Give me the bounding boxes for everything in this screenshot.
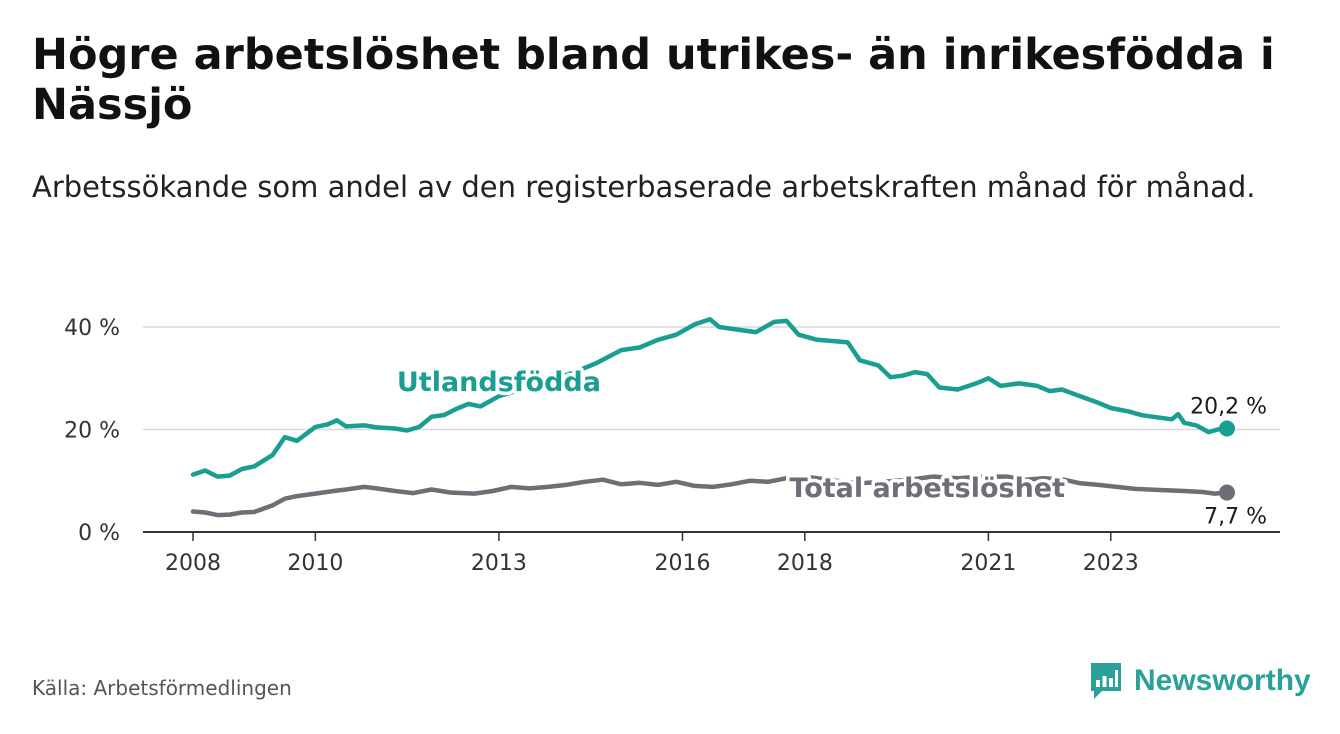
source-note: Källa: Arbetsförmedlingen <box>32 676 292 700</box>
y-tick-label: 20 % <box>64 419 120 444</box>
y-tick-label: 0 % <box>78 521 120 546</box>
x-tick-label: 2018 <box>777 551 833 576</box>
series-end-value-label: 7,7 % <box>1204 505 1267 530</box>
chart-subtitle: Arbetssökande som andel av den registerb… <box>32 170 1256 204</box>
newsworthy-logo[interactable]: Newsworthy <box>1088 660 1311 702</box>
bar-chart-logo-icon <box>1091 663 1121 699</box>
x-tick-label: 2008 <box>165 551 221 576</box>
series-end-dot <box>1219 484 1235 501</box>
x-tick-label: 2021 <box>960 551 1016 576</box>
brand-name: Newsworthy <box>1134 664 1311 697</box>
series-line <box>190 317 1230 479</box>
x-tick-label: 2023 <box>1083 551 1139 576</box>
series-line <box>190 474 1230 518</box>
x-tick-label: 2016 <box>654 551 710 576</box>
series-name-label: Utlandsfödda <box>397 367 601 398</box>
y-tick-label: 40 % <box>64 316 120 341</box>
y-axis-tick-labels: 0 % 20 % 40 % <box>64 316 120 546</box>
series-labels: 20,2 % Utlandsfödda 7,7 % Total arbetslöshe… <box>393 363 1267 530</box>
x-tick-label: 2013 <box>471 551 527 576</box>
x-tick-label: 2010 <box>287 551 343 576</box>
chart-title: Högre arbetslöshet bland utrikes- än inr… <box>32 30 1275 130</box>
series-name-label: Total arbetslöshet <box>789 473 1065 504</box>
series-lines <box>190 317 1235 518</box>
series-end-dot <box>1219 420 1235 437</box>
x-axis-tick-labels: 2008 2010 2013 2016 2018 2021 2023 <box>165 532 1139 576</box>
series-end-value-label: 20,2 % <box>1190 394 1267 419</box>
gridlines <box>143 326 1280 431</box>
